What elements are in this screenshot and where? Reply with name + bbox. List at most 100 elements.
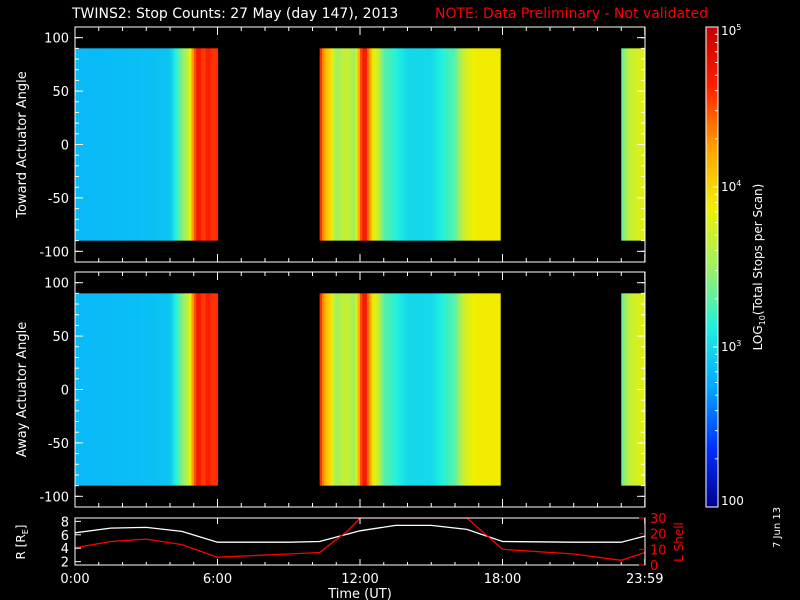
heatmap-column	[426, 48, 430, 241]
heatmap-column	[103, 48, 107, 241]
heatmap-column	[210, 293, 214, 486]
left-tick-label: 6	[61, 529, 69, 544]
heatmap-column	[450, 293, 454, 486]
preliminary-note: NOTE: Data Preliminary - Not validated	[435, 6, 709, 22]
heatmap-column	[402, 48, 406, 241]
heatmap-column	[341, 48, 344, 241]
heatmap-column	[419, 293, 423, 486]
colorbar-tick-base: 10	[721, 340, 736, 354]
heatmap-column	[122, 48, 126, 241]
heatmap-column	[172, 48, 176, 241]
heatmap-column	[177, 293, 181, 486]
left-axis-label-sub: E	[21, 529, 30, 534]
l-shell-series-line	[75, 518, 645, 561]
heatmap-column	[417, 293, 420, 486]
heatmap-column	[376, 48, 380, 241]
heatmap-column	[490, 293, 494, 486]
heatmap-column	[84, 48, 88, 241]
heatmap-column	[153, 293, 157, 486]
heatmap-column	[367, 293, 371, 486]
heatmap-column	[635, 48, 639, 241]
heatmap-column	[98, 293, 102, 486]
heatmap-column	[341, 293, 344, 486]
colorbar-label-main: LOG	[751, 325, 765, 350]
heatmap-column	[348, 48, 352, 241]
heatmap-column	[402, 293, 406, 486]
heatmap-column	[98, 48, 102, 241]
y-tick-label: -50	[48, 437, 69, 452]
heatmap-column	[426, 293, 430, 486]
heatmap-column	[165, 293, 169, 486]
heatmap-column	[490, 48, 494, 241]
heatmap-column	[136, 293, 140, 486]
heatmap-column	[108, 48, 112, 241]
heatmap-column	[155, 48, 159, 241]
heatmap-panel-1: 100 50 0 -50 -100 Away Actuator Angle	[15, 271, 646, 508]
heatmap-column	[170, 48, 173, 241]
y-tick-label: 0	[61, 384, 69, 399]
colorbar-label-rest: (Total Stops per Scan)	[751, 184, 765, 315]
x-axis-label: Time (UT)	[327, 587, 392, 600]
heatmap-column	[143, 48, 147, 241]
heatmap-column	[329, 293, 333, 486]
heatmap-column	[160, 48, 164, 241]
heatmap-column	[395, 293, 399, 486]
y-tick-label: -100	[39, 490, 69, 505]
heatmap-column	[101, 48, 105, 241]
left-axis-label-main: R [R	[14, 534, 28, 559]
heatmap-column	[186, 48, 190, 241]
heatmap-column	[319, 293, 323, 486]
heatmap-column	[336, 48, 340, 241]
heatmap-column	[469, 48, 473, 241]
heatmap-column	[184, 293, 188, 486]
heatmap-column	[117, 293, 121, 486]
colorbar-tick-label: 105	[721, 23, 741, 38]
heatmap-column	[407, 48, 411, 241]
heatmap-column	[324, 293, 328, 486]
heatmap-column	[345, 293, 349, 486]
heatmap-column	[635, 293, 639, 486]
heatmap-column	[493, 293, 496, 486]
y-tick-label: 100	[44, 32, 69, 47]
heatmap-column	[136, 48, 140, 241]
heatmap-column	[386, 48, 390, 241]
radius-series-line	[75, 524, 645, 543]
heatmap-column	[495, 293, 499, 486]
heatmap-column	[369, 293, 373, 486]
heatmap-column	[630, 293, 634, 486]
heatmap-column	[485, 293, 489, 486]
heatmap-column	[352, 48, 356, 241]
heatmap-column	[388, 48, 392, 241]
heatmap-column	[170, 293, 173, 486]
heatmap-column	[390, 293, 394, 486]
heatmap-column	[469, 293, 473, 486]
heatmap-column	[626, 293, 629, 486]
heatmap-column	[120, 48, 124, 241]
heatmap-column	[488, 48, 492, 241]
heatmap-column	[115, 293, 119, 486]
heatmap-column	[367, 48, 371, 241]
heatmap-column	[376, 293, 380, 486]
heatmap-column	[94, 293, 97, 486]
heatmap-column	[153, 48, 157, 241]
x-tick-label: 23:59	[626, 572, 663, 587]
heatmap-column	[322, 293, 325, 486]
heatmap-column	[369, 48, 373, 241]
heatmap-column	[433, 48, 437, 241]
heatmap-column	[191, 293, 195, 486]
heatmap-column	[84, 293, 88, 486]
heatmap-column	[139, 48, 143, 241]
heatmap-column	[141, 48, 145, 241]
heatmap-column	[393, 293, 397, 486]
heatmap-column	[181, 293, 185, 486]
heatmap-column	[127, 48, 131, 241]
right-tick-label: 20	[650, 528, 667, 543]
heatmap-column	[405, 293, 409, 486]
heatmap-column	[457, 48, 461, 241]
heatmap-column	[132, 293, 135, 486]
x-tick-label: 12:00	[341, 572, 378, 587]
colorbar-tick-base: 100	[721, 494, 744, 508]
heatmap-column	[424, 293, 428, 486]
